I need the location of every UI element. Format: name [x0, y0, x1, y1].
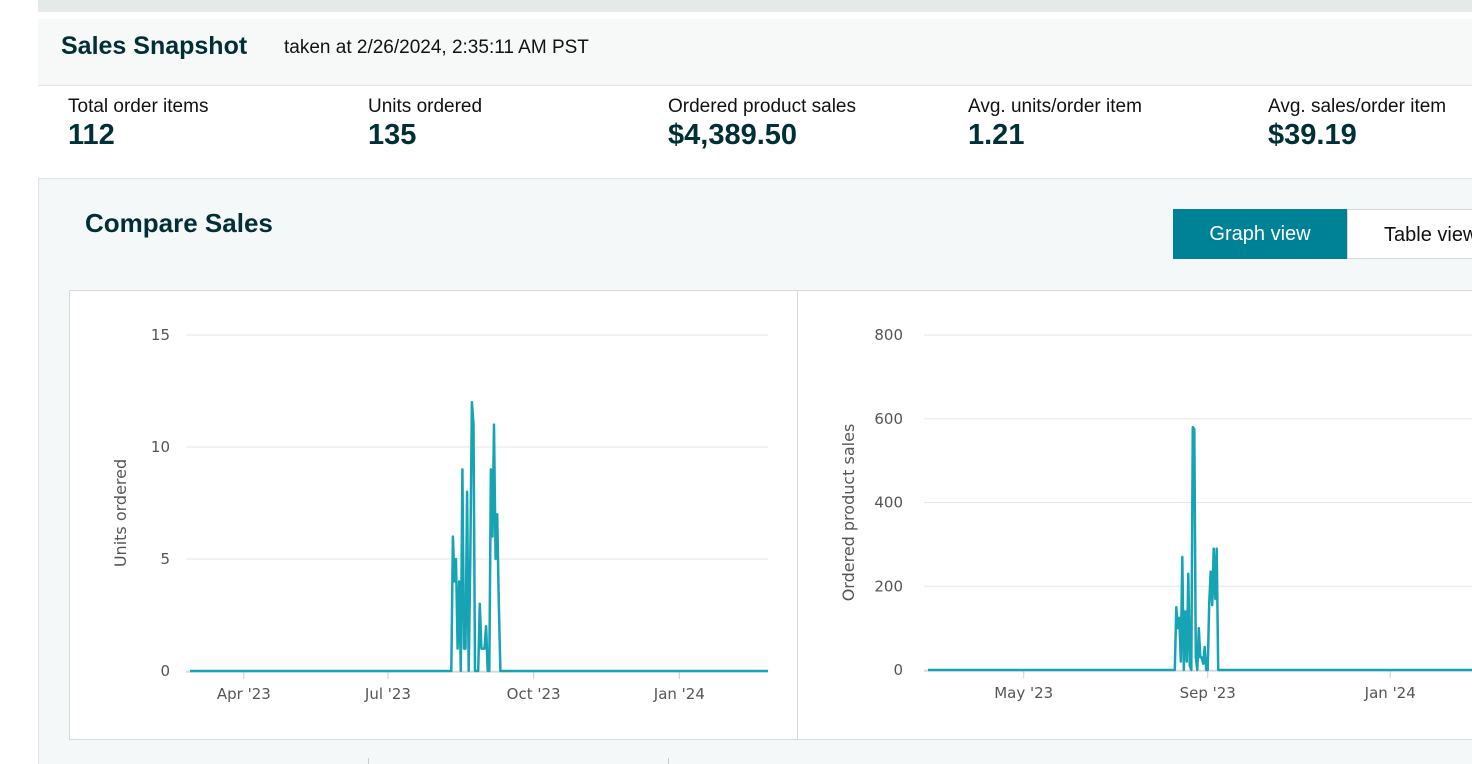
metric-label: Avg. sales/order item [1268, 96, 1447, 117]
compare-sales-title: Compare Sales [85, 208, 273, 238]
metric-label: Total order items [68, 96, 209, 117]
x-tick-label: Oct '23 [507, 685, 561, 703]
snapshot-timestamp: taken at 2/26/2024, 2:35:11 AM PST [284, 37, 589, 58]
ordered-product-sales-chart: 0 200 400 600 800 May '23 Sep '23 Jan '24 Ordere… [839, 326, 1472, 702]
bottom-divider-tick [668, 758, 669, 764]
y-tick-label: 0 [893, 661, 903, 679]
metric-units-ordered: Units ordered 135 [368, 96, 482, 152]
y-tick-label: 200 [874, 577, 903, 595]
series-line [928, 425, 1472, 672]
x-tick-label: May '23 [994, 684, 1053, 702]
y-axis-title: Ordered product sales [839, 424, 858, 602]
x-tick-label: Jan '24 [1364, 684, 1416, 702]
y-tick-label: 800 [874, 326, 903, 344]
charts-container: 0 5 10 15 Apr '23 Jul '23 Oct '23 Jan '24 Units … [69, 290, 1472, 740]
y-tick-label: 600 [874, 410, 903, 428]
metric-avg-units-per-order-item: Avg. units/order item 1.21 [968, 96, 1142, 152]
top-strip [38, 0, 1472, 12]
snapshot-title: Sales Snapshot [61, 32, 248, 60]
view-toggle: Graph view Table view [1173, 209, 1472, 259]
metric-label: Ordered product sales [668, 96, 856, 117]
metric-value: 135 [368, 119, 417, 151]
snapshot-header: Sales Snapshot taken at 2/26/2024, 2:35:… [38, 19, 1472, 86]
bottom-divider-tick [368, 758, 369, 764]
y-tick-label: 0 [160, 662, 170, 680]
table-view-button[interactable]: Table view [1347, 209, 1472, 259]
metric-label: Units ordered [368, 96, 483, 117]
metric-value: $4,389.50 [668, 119, 798, 151]
chart-divider [797, 291, 798, 739]
x-tick-label: Apr '23 [217, 685, 271, 703]
compare-sales-panel: Compare Sales Graph view Table view 0 5 10… [38, 178, 1472, 764]
series-line [190, 400, 768, 673]
metric-ordered-product-sales: Ordered product sales $4,389.50 [668, 96, 856, 152]
x-tick-label: Sep '23 [1180, 684, 1236, 702]
y-tick-label: 5 [160, 550, 170, 568]
units-ordered-chart: 0 5 10 15 Apr '23 Jul '23 Oct '23 Jan '24 Units … [111, 326, 768, 703]
metric-label: Avg. units/order item [968, 96, 1142, 117]
metric-value: 1.21 [968, 119, 1025, 151]
y-tick-label: 400 [874, 494, 903, 512]
metric-total-order-items: Total order items 112 [68, 96, 208, 152]
graph-view-button[interactable]: Graph view [1173, 209, 1347, 259]
y-axis-title: Units ordered [111, 459, 130, 567]
metric-avg-sales-per-order-item: Avg. sales/order item $39.19 [1268, 96, 1446, 152]
x-tick-label: Jul '23 [364, 685, 411, 703]
x-tick-label: Jan '24 [653, 685, 705, 703]
metric-value: $39.19 [1268, 119, 1357, 151]
metric-value: 112 [68, 119, 115, 151]
y-tick-label: 15 [151, 326, 170, 344]
y-tick-label: 10 [151, 438, 170, 456]
